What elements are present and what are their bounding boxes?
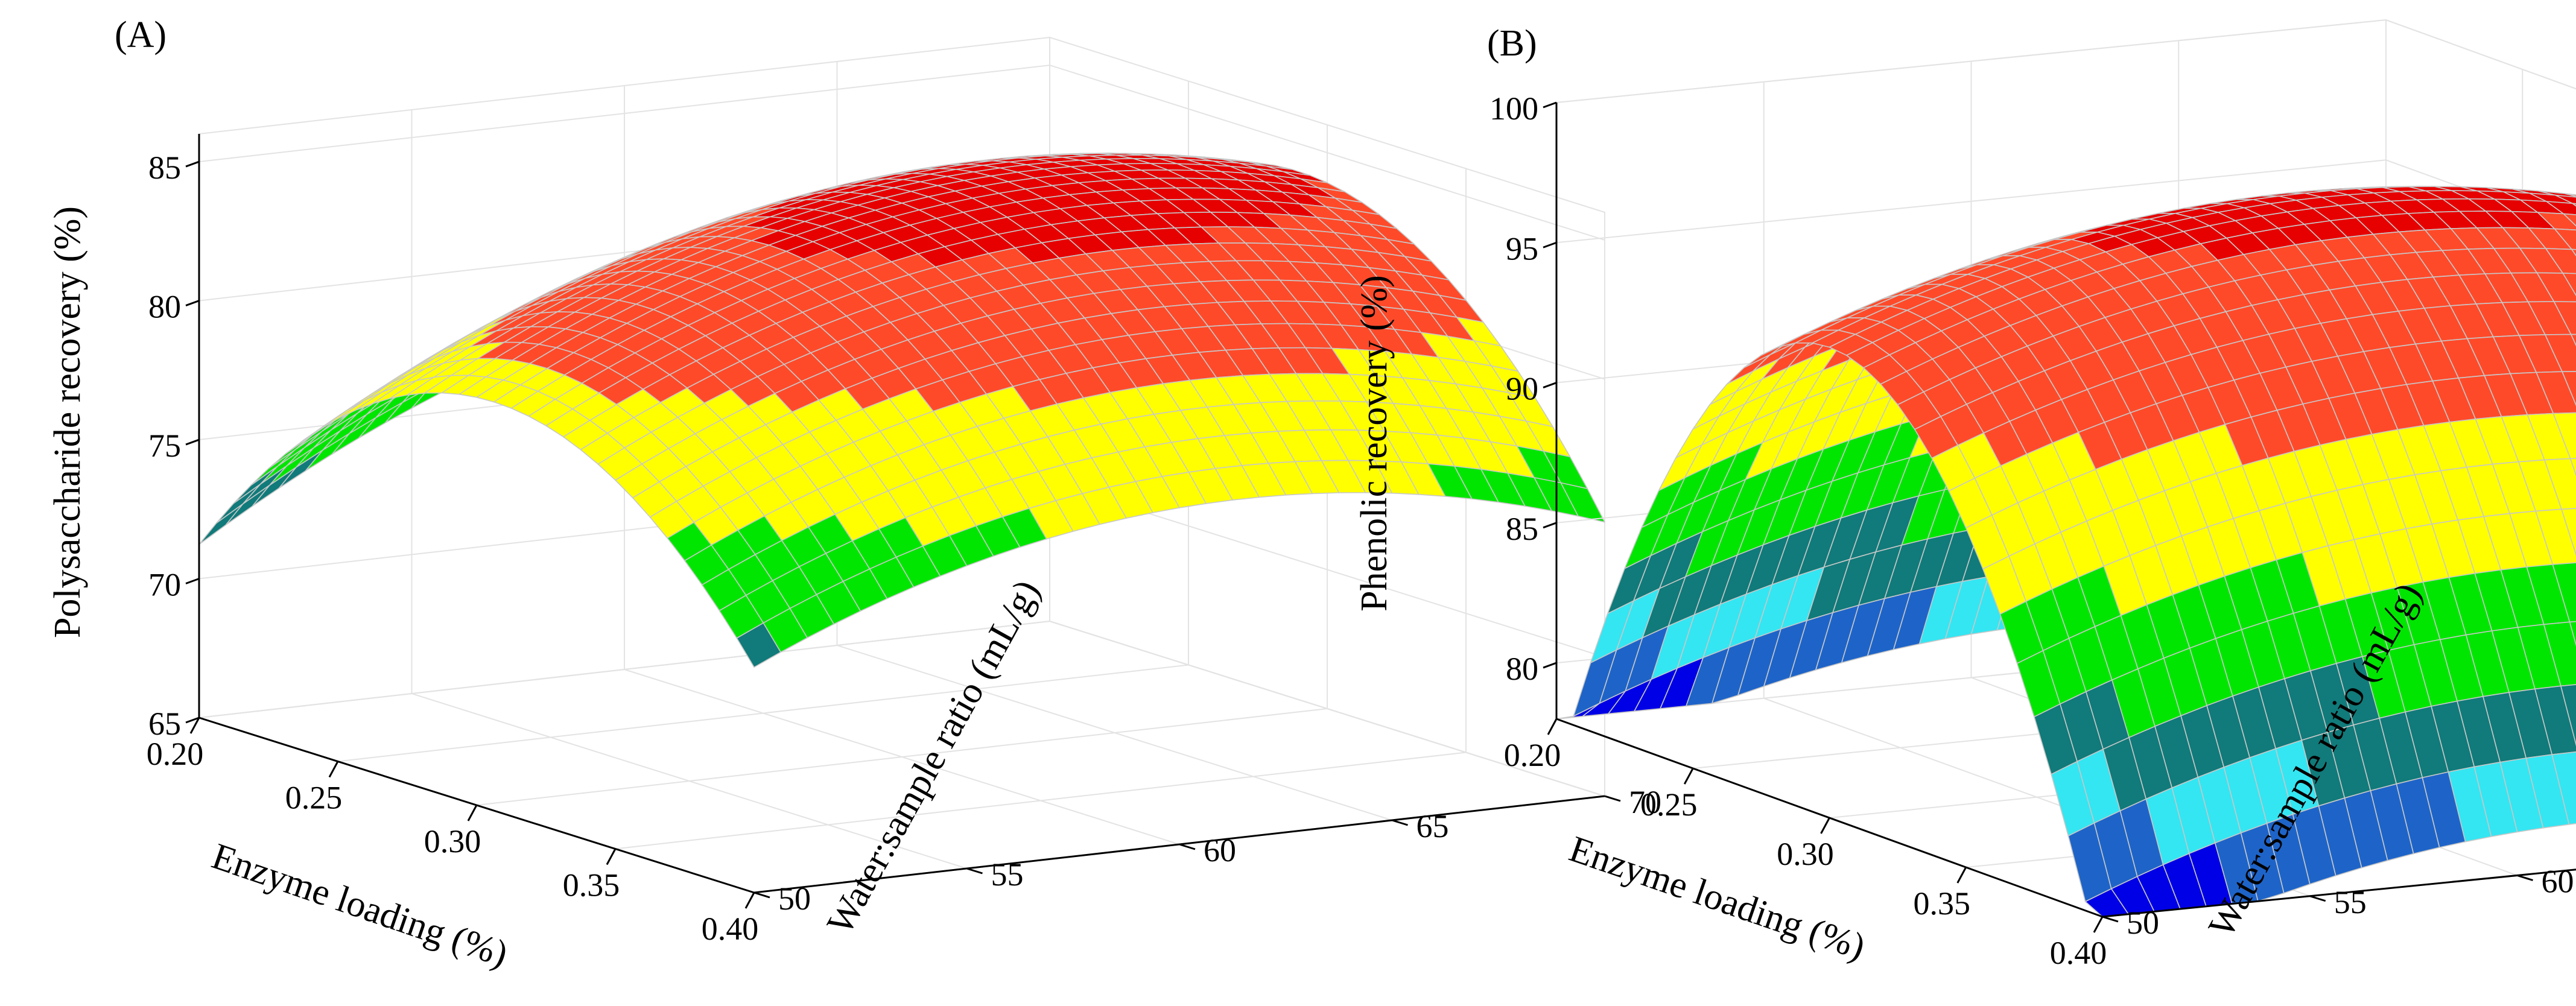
wall-grid-line — [198, 65, 1605, 241]
x-tick-mark — [2093, 916, 2104, 933]
panel-a-x-tick-3: 0.35 — [563, 867, 620, 903]
panel-b-z-tick-2: 90 — [1506, 371, 1538, 407]
panel-a-y-tick-4: 70 — [1629, 784, 1661, 820]
y-tick-mark — [753, 891, 770, 899]
z-tick-mark — [1543, 382, 1557, 388]
z-tick-mark — [185, 578, 200, 584]
panel-b-y-tick-0: 50 — [2127, 905, 2159, 941]
panel-b-z-tick-1: 85 — [1506, 511, 1538, 547]
wall-grid-line — [1556, 19, 2576, 103]
floor-grid-line — [837, 645, 1392, 821]
y-tick-mark — [2517, 875, 2533, 881]
panel-b-surface — [1556, 186, 2576, 917]
z-tick-mark — [1543, 522, 1557, 529]
wall-grid-line — [1556, 159, 2576, 244]
panel-a-z-ticks: 65 70 75 80 85 — [148, 150, 181, 742]
panel-b-x-tick-3: 0.35 — [1914, 885, 1971, 922]
z-tick-mark — [185, 300, 200, 306]
panel-a-y-ticks: 50 55 60 65 70 — [778, 784, 1661, 917]
x-tick-mark — [1683, 768, 1694, 785]
panel-a-x-tick-2: 0.30 — [424, 823, 481, 859]
x-tick-mark — [606, 848, 617, 865]
panel-b-z-axis-title: Phenolic recovery (%) — [1354, 275, 1395, 612]
y-tick-mark — [1179, 843, 1196, 850]
panel-b-x-tick-4: 0.40 — [2050, 935, 2107, 971]
x-tick-mark — [328, 761, 339, 778]
panel-a-x-ticks: 0.20 0.25 0.30 0.35 0.40 — [147, 736, 759, 947]
y-tick-mark — [2309, 895, 2326, 902]
panel-a-x-tick-4: 0.40 — [702, 911, 759, 947]
surface-patch — [736, 622, 781, 668]
wall-grid-line — [198, 620, 1605, 797]
z-tick-mark — [185, 160, 200, 168]
panel-a-z-tick-2: 75 — [148, 428, 181, 464]
panel-a-y-tick-0: 50 — [778, 881, 811, 917]
z-tick-mark — [1543, 241, 1557, 248]
y-tick-mark — [966, 867, 983, 875]
floor-grid-line — [624, 669, 1180, 845]
panel-a-y-tick-3: 65 — [1416, 808, 1449, 844]
panel-b-axes — [1543, 101, 2576, 933]
panel-a-y-tick-2: 60 — [1204, 832, 1236, 868]
y-tick-mark — [1392, 819, 1408, 826]
panel-b-x-ticks: 0.20 0.25 0.30 0.35 0.40 — [1504, 737, 2107, 971]
panel-a-z-tick-4: 85 — [148, 150, 181, 186]
panel-a-axes — [185, 134, 1621, 909]
panel-b-z-tick-3: 95 — [1506, 230, 1538, 267]
panel-a-label: (A) — [115, 14, 167, 55]
y-tick-mark — [1604, 795, 1621, 802]
x-tick-mark — [467, 805, 478, 821]
x-tick-mark — [1547, 718, 1558, 735]
panel-b-z-tick-4: 100 — [1489, 90, 1538, 127]
panel-b-x-tick-1: 0.25 — [1640, 786, 1698, 823]
panel-a-z-tick-1: 70 — [148, 567, 181, 603]
panel-a-z-tick-3: 80 — [148, 289, 181, 325]
floor-grid-line — [615, 751, 1467, 850]
panel-a-x-tick-1: 0.25 — [285, 780, 343, 816]
z-tick-mark — [1543, 101, 1557, 109]
x-tick-mark — [189, 717, 200, 734]
panel-a-y-tick-1: 55 — [991, 856, 1024, 893]
panel-a-z-axis-title: Polysaccharide recovery (%) — [47, 206, 88, 638]
z-tick-mark — [1543, 662, 1557, 669]
x-tick-mark — [1820, 817, 1830, 834]
panel-b-z-ticks: 80 85 90 95 100 — [1489, 90, 1538, 687]
z-tick-mark — [185, 717, 200, 724]
y-tick-mark — [2102, 916, 2119, 923]
panel-b-x-tick-2: 0.30 — [1777, 836, 1834, 872]
panel-b-label: (B) — [1487, 23, 1537, 64]
panel-a-plot: (A) 65 70 75 80 85 0.20 0.25 0.30 0.35 0… — [47, 14, 1661, 975]
x-tick-mark — [744, 892, 755, 909]
panel-b-x-tick-0: 0.20 — [1504, 737, 1561, 773]
panel-a-x-tick-0: 0.20 — [147, 736, 204, 772]
panel-a-z-tick-0: 65 — [148, 706, 181, 742]
surface-patch — [198, 503, 244, 545]
panel-b-y-tick-1: 55 — [2334, 884, 2367, 920]
panel-b-y-ticks: 50 55 60 65 70 — [2127, 864, 2574, 941]
z-tick-mark — [185, 438, 200, 446]
panel-b-z-tick-0: 80 — [1506, 651, 1538, 687]
panel-b-y-tick-2: 60 — [2542, 864, 2574, 900]
panel-a-surface — [198, 153, 1605, 668]
x-tick-mark — [1956, 867, 1967, 884]
